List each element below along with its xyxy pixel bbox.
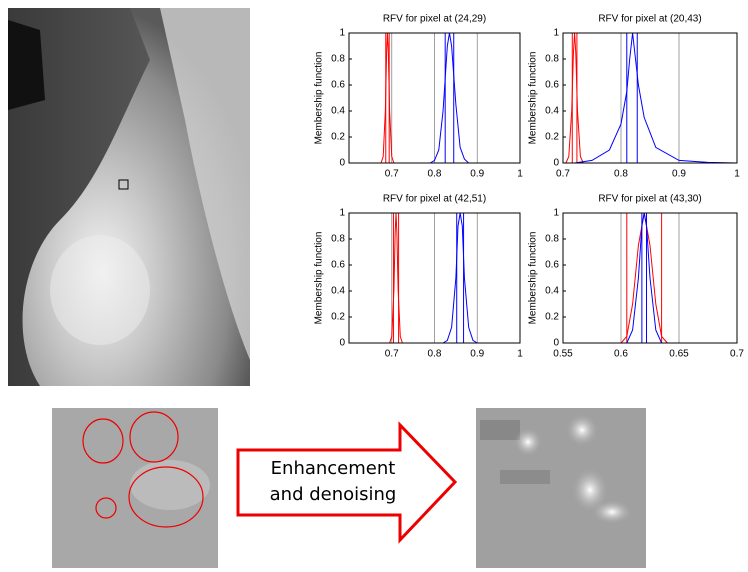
x-tick-label: 0.8	[428, 169, 442, 180]
x-tick-label: 0.8	[614, 169, 628, 180]
y-tick-label: 0.4	[331, 106, 345, 117]
y-axis-label: Membership function	[314, 52, 325, 145]
y-tick-label: 1	[339, 28, 345, 39]
plot-frame	[348, 32, 521, 164]
chart-title: RFV for pixel at (43,30)	[598, 194, 701, 205]
y-tick-label: 0.8	[545, 54, 559, 65]
x-tick-label: 0.9	[470, 169, 484, 180]
chart-title: RFV for pixel at (24,29)	[383, 14, 486, 25]
mammogram	[8, 8, 250, 386]
y-tick-label: 0	[339, 338, 345, 349]
x-tick-label: 0.7	[556, 169, 570, 180]
y-tick-label: 0.8	[545, 234, 559, 245]
y-tick-label: 0.8	[331, 54, 345, 65]
input-patch	[52, 408, 218, 568]
x-tick-label: 0.7	[385, 349, 399, 360]
y-tick-label: 0	[553, 338, 559, 349]
plot-frame	[348, 212, 521, 344]
y-tick-label: 0.8	[331, 234, 345, 245]
x-tick-label: 0.6	[614, 349, 628, 360]
x-tick-label: 1	[517, 349, 523, 360]
y-tick-label: 0.2	[331, 132, 345, 143]
x-tick-label: 0.55	[553, 349, 573, 360]
x-tick-label: 0.65	[669, 349, 689, 360]
x-tick-label: 0.7	[385, 169, 399, 180]
x-tick-label: 0.8	[428, 349, 442, 360]
y-tick-label: 0.6	[331, 80, 345, 91]
y-tick-label: 1	[553, 208, 559, 219]
plot-area	[563, 33, 737, 163]
y-axis-label: Membership function	[528, 52, 539, 145]
y-tick-label: 0.2	[545, 132, 559, 143]
chart-title: RFV for pixel at (42,51)	[383, 194, 486, 205]
membership-curve	[574, 32, 738, 164]
y-tick-label: 0.6	[545, 260, 559, 271]
y-tick-label: 0.6	[331, 260, 345, 271]
y-tick-label: 1	[339, 208, 345, 219]
y-tick-label: 0.2	[331, 312, 345, 323]
arrow	[236, 421, 458, 544]
y-tick-label: 0	[553, 158, 559, 169]
x-tick-label: 1	[517, 169, 523, 180]
y-tick-label: 0.4	[331, 286, 345, 297]
output-patch	[476, 408, 646, 568]
y-tick-label: 0.4	[545, 106, 559, 117]
y-tick-label: 0.6	[545, 80, 559, 91]
y-axis-label: Membership function	[314, 232, 325, 325]
y-tick-label: 0	[339, 158, 345, 169]
x-tick-label: 0.7	[730, 349, 744, 360]
plot-frame	[562, 212, 738, 344]
y-tick-label: 0.4	[545, 286, 559, 297]
y-tick-label: 0.2	[545, 312, 559, 323]
y-axis-label: Membership function	[528, 232, 539, 325]
plot-frame	[562, 32, 738, 164]
arrow-label: Enhancement	[271, 458, 396, 479]
arrow-label: and denoising	[270, 484, 397, 505]
x-tick-label: 0.9	[470, 349, 484, 360]
x-tick-label: 0.9	[672, 169, 686, 180]
x-tick-label: 1	[734, 169, 740, 180]
y-tick-label: 1	[553, 28, 559, 39]
chart-title: RFV for pixel at (20,43)	[598, 14, 701, 25]
